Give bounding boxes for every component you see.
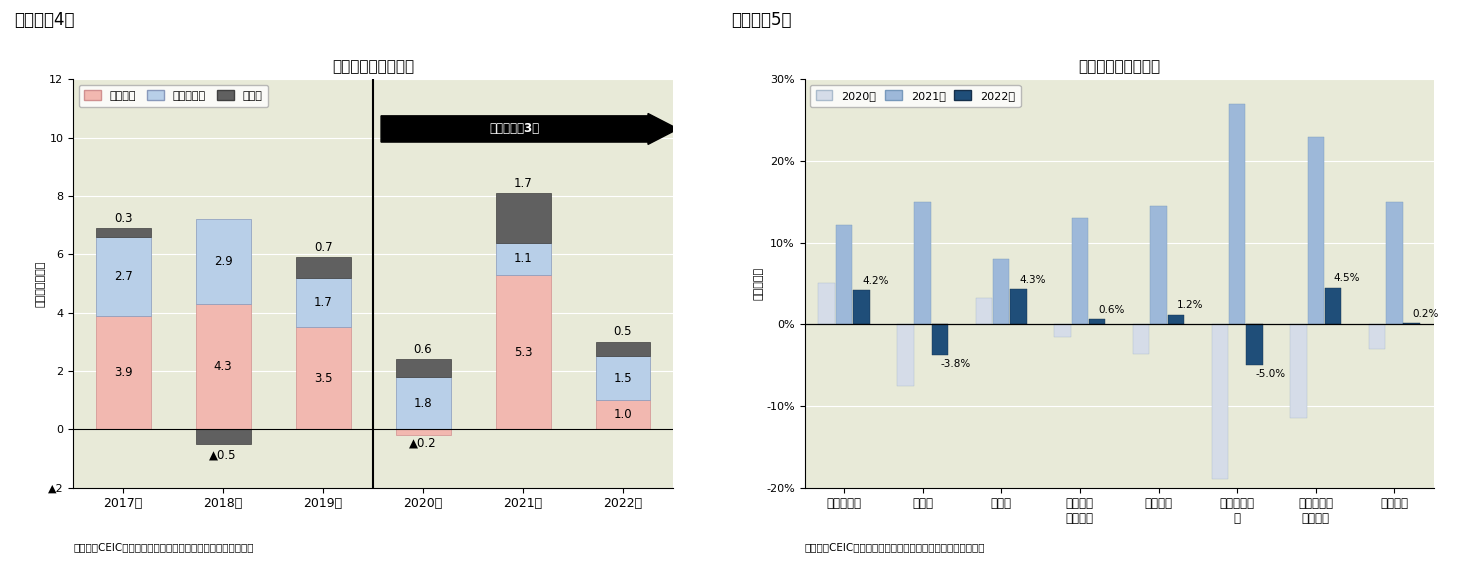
Polygon shape xyxy=(380,113,677,145)
Text: 0.3: 0.3 xyxy=(114,211,132,225)
Text: 1.2%: 1.2% xyxy=(1176,301,1203,311)
Bar xyxy=(496,243,550,275)
Text: 3.9: 3.9 xyxy=(114,366,133,379)
Text: 1.7: 1.7 xyxy=(313,296,332,309)
Bar xyxy=(196,219,250,304)
Bar xyxy=(95,237,151,316)
Bar xyxy=(95,228,151,237)
Text: 1.0: 1.0 xyxy=(613,408,632,421)
Bar xyxy=(595,400,651,429)
Bar xyxy=(296,327,351,429)
Bar xyxy=(1150,206,1167,324)
Bar xyxy=(1246,324,1263,365)
Bar xyxy=(496,275,550,429)
Text: -3.8%: -3.8% xyxy=(941,359,971,370)
Text: 0.5: 0.5 xyxy=(614,325,632,338)
Bar xyxy=(95,316,151,429)
Bar xyxy=(1369,324,1385,349)
Bar xyxy=(993,259,1009,324)
Text: 4.2%: 4.2% xyxy=(862,276,888,286)
Text: ▲0.5: ▲0.5 xyxy=(209,448,237,461)
Bar xyxy=(1167,315,1184,324)
Bar xyxy=(853,290,869,324)
Text: 4.5%: 4.5% xyxy=(1334,273,1361,284)
Y-axis label: （％ポイント）: （％ポイント） xyxy=(35,260,45,307)
Bar xyxy=(595,357,651,400)
Bar xyxy=(1055,324,1071,337)
Text: 4.3%: 4.3% xyxy=(1020,275,1046,285)
Text: 0.6: 0.6 xyxy=(414,343,433,356)
Text: 2.7: 2.7 xyxy=(114,270,133,283)
Bar xyxy=(1229,104,1245,324)
Bar xyxy=(395,429,451,435)
Bar xyxy=(914,202,930,324)
Bar xyxy=(835,225,853,324)
Title: 一人当たり消費支出: 一人当たり消費支出 xyxy=(1078,59,1160,74)
Text: 1.8: 1.8 xyxy=(414,396,433,409)
Text: 0.6%: 0.6% xyxy=(1097,306,1125,315)
Legend: 2020年, 2021年, 2022年: 2020年, 2021年, 2022年 xyxy=(811,85,1021,107)
Bar xyxy=(932,324,948,356)
Bar xyxy=(595,342,651,357)
Bar xyxy=(976,298,992,324)
Bar xyxy=(496,193,550,243)
Text: 0.2%: 0.2% xyxy=(1412,308,1440,319)
Bar xyxy=(1011,289,1027,324)
Text: -5.0%: -5.0% xyxy=(1255,369,1286,379)
Text: （資料）CEIC（出所は中国国家統計局）のデータを元に作成: （資料）CEIC（出所は中国国家統計局）のデータを元に作成 xyxy=(805,542,985,552)
Text: 1.1: 1.1 xyxy=(514,252,533,265)
Bar xyxy=(196,304,250,429)
Text: ▲0.2: ▲0.2 xyxy=(410,437,437,450)
Text: （図表－4）: （図表－4） xyxy=(15,11,75,29)
Bar xyxy=(1132,324,1150,354)
Bar xyxy=(1211,324,1227,480)
Bar xyxy=(395,377,451,429)
Bar xyxy=(1403,323,1421,324)
Bar xyxy=(897,324,913,386)
Bar xyxy=(395,359,451,377)
Text: 0.7: 0.7 xyxy=(313,241,332,254)
Bar xyxy=(1088,319,1106,324)
Title: 需要項目別の寄与度: 需要項目別の寄与度 xyxy=(332,59,414,74)
Text: （図表－5）: （図表－5） xyxy=(732,11,791,29)
Text: 3.5: 3.5 xyxy=(315,372,332,385)
Bar xyxy=(196,429,250,444)
Text: 4.3: 4.3 xyxy=(214,360,233,373)
Text: 1.7: 1.7 xyxy=(514,176,533,189)
Text: （資料）CEIC（出所は中国国家統計局）のデータを元に作成: （資料）CEIC（出所は中国国家統計局）のデータを元に作成 xyxy=(73,542,253,552)
Text: 2.9: 2.9 xyxy=(214,255,233,268)
Text: コロナ後の3年: コロナ後の3年 xyxy=(490,122,540,136)
Bar xyxy=(1385,202,1403,324)
Bar xyxy=(1290,324,1306,418)
Text: 1.5: 1.5 xyxy=(613,372,632,385)
Legend: 最終消費, 総資本形成, 純輸出: 最終消費, 総資本形成, 純輸出 xyxy=(79,85,268,107)
Bar xyxy=(1071,218,1088,324)
Bar xyxy=(296,257,351,278)
Y-axis label: （前年比）: （前年比） xyxy=(753,267,764,300)
Bar xyxy=(818,283,835,324)
Bar xyxy=(1325,287,1342,324)
Text: 5.3: 5.3 xyxy=(514,345,533,358)
Bar xyxy=(1308,137,1324,324)
Bar xyxy=(296,278,351,327)
